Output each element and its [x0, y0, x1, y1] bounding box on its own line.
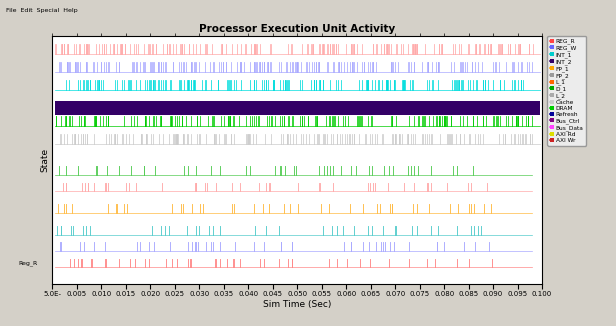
Legend: REG_R, REG_W, INT_1, INT_2, FP_1, FP_2, L_1, D_1, L_2, Cache, DRAM, Refresh, Bus: REG_R, REG_W, INT_1, INT_2, FP_1, FP_2, …	[548, 36, 586, 146]
Text: File  Edit  Special  Help: File Edit Special Help	[6, 8, 78, 13]
Text: Reg_R: Reg_R	[18, 260, 38, 266]
X-axis label: Sim Time (Sec): Sim Time (Sec)	[263, 300, 331, 309]
Title: Processor Execution Unit Activity: Processor Execution Unit Activity	[199, 24, 395, 34]
Bar	[55, 101, 540, 115]
Y-axis label: State: State	[41, 148, 49, 172]
